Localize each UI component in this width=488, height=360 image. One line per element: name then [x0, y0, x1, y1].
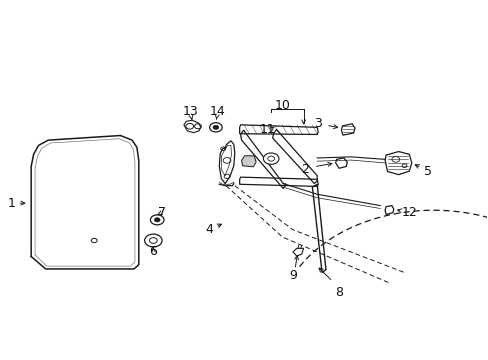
Circle shape [154, 218, 160, 222]
Text: 7: 7 [158, 206, 166, 219]
Text: 1: 1 [8, 197, 16, 210]
Text: 12: 12 [401, 206, 416, 219]
Text: 14: 14 [209, 105, 225, 118]
Text: 9: 9 [288, 269, 296, 282]
Text: 2: 2 [301, 163, 308, 176]
Circle shape [213, 125, 218, 130]
Text: 6: 6 [149, 246, 157, 258]
Text: 5: 5 [423, 165, 431, 177]
Text: 11: 11 [259, 123, 275, 136]
Polygon shape [241, 156, 256, 167]
Text: 8: 8 [334, 285, 343, 298]
Text: 3: 3 [314, 117, 322, 130]
Text: 4: 4 [205, 223, 213, 236]
Text: 13: 13 [182, 105, 198, 118]
Circle shape [391, 157, 399, 162]
Circle shape [263, 153, 278, 165]
Text: 10: 10 [274, 99, 290, 112]
